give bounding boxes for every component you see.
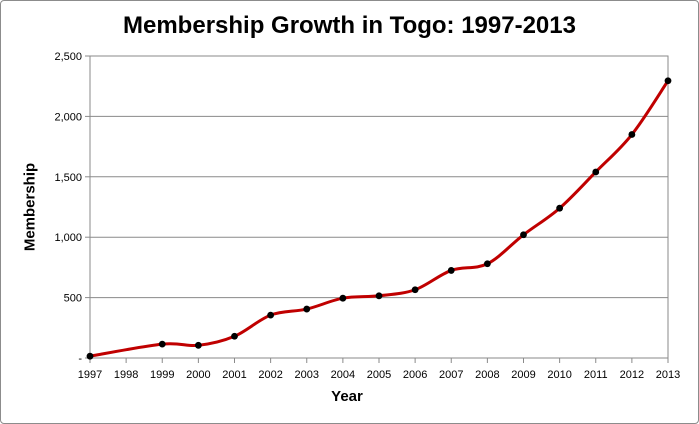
x-tick-label: 2013 [656, 369, 680, 381]
y-tick-label: 1,500 [54, 172, 82, 184]
axes [85, 55, 669, 363]
data-point [339, 294, 347, 302]
plot-border [89, 55, 669, 359]
data-point [483, 260, 491, 268]
data-point [628, 131, 636, 138]
gridlines [90, 55, 668, 299]
data-point [664, 77, 672, 85]
x-tick-label: 2006 [403, 369, 427, 381]
x-tick-labels: 1997 1998 1999 2000 2001 2002 2003 2004 2005 2006… [78, 369, 680, 381]
x-tick-label: 1997 [78, 369, 102, 381]
x-tick-label: 2008 [475, 369, 499, 381]
data-point [447, 267, 455, 274]
x-tick-label: 1999 [150, 369, 174, 381]
y-tick-labels: - 500 1,000 1,500 2,000 2,500 [54, 51, 82, 365]
y-tick-label: 2,500 [54, 51, 82, 63]
y-tick-label: 2,000 [54, 111, 82, 123]
data-point [556, 204, 564, 212]
series-line-path [89, 79, 670, 358]
data-point [411, 286, 419, 294]
x-tick-label: 2000 [186, 369, 210, 381]
series-line [89, 79, 670, 358]
data-point [194, 341, 202, 349]
data-point [158, 340, 166, 348]
data-point [267, 311, 275, 319]
x-tick-label: 2009 [511, 369, 535, 381]
y-tick-label: 500 [64, 293, 82, 305]
y-tick-label: 1,000 [54, 232, 82, 244]
x-tick-label: 2012 [620, 369, 644, 381]
x-tick-label: 2003 [295, 369, 319, 381]
data-points [86, 77, 672, 360]
x-tick-label: 1998 [114, 369, 138, 381]
x-tick-label: 2001 [222, 369, 246, 381]
data-point [231, 332, 238, 340]
x-tick-label: 2011 [584, 369, 608, 381]
data-point [520, 231, 527, 239]
x-tick-label: 2004 [331, 369, 355, 381]
x-tick-label: 2002 [258, 369, 282, 381]
y-tick-label: - [78, 353, 82, 365]
data-point [592, 168, 600, 176]
x-tick-label: 2005 [367, 369, 391, 381]
data-point [303, 305, 311, 313]
x-axis-title: Year [331, 388, 363, 405]
chart-title: Membership Growth in Togo: 1997-2013 [123, 12, 576, 39]
data-point [375, 292, 383, 300]
x-tick-label: 2007 [439, 369, 463, 381]
x-tick-label: 2010 [547, 369, 571, 381]
data-point [86, 352, 94, 360]
